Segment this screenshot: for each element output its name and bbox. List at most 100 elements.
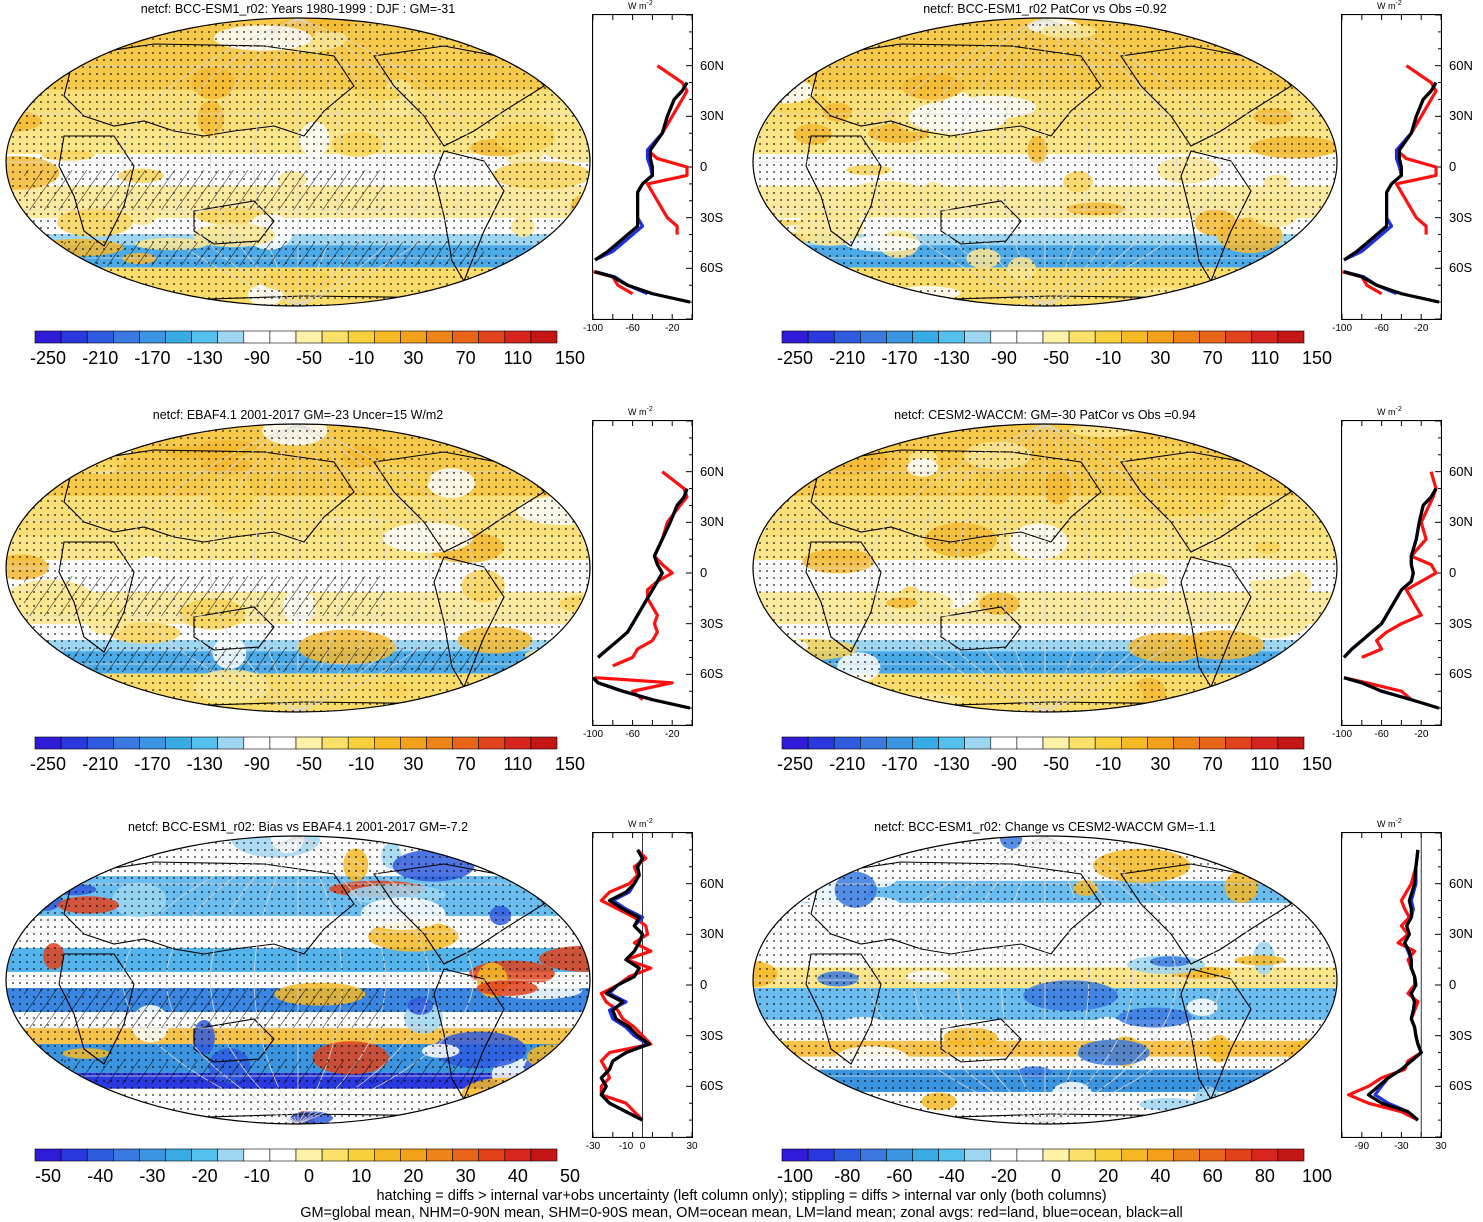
latitude-tick-label: 30N bbox=[1449, 514, 1473, 530]
colorbar-tick-label: 150 bbox=[555, 348, 586, 368]
footer-line-1: hatching = diffs > internal var+obs unce… bbox=[376, 1188, 1107, 1204]
colorbar-swatch bbox=[860, 330, 887, 344]
colorbar-tick-label: -80 bbox=[834, 1166, 861, 1186]
latitude-tick-label: 30N bbox=[700, 108, 724, 124]
zonal-line-all bbox=[1342, 487, 1440, 710]
zonal-unit-exponent: -2 bbox=[646, 0, 653, 7]
colorbar-tick-label: 80 bbox=[1254, 1166, 1275, 1186]
colorbar-swatch bbox=[938, 736, 966, 750]
latitude-tick-label: 60N bbox=[1449, 463, 1473, 479]
colorbar-tick-label: 150 bbox=[1302, 754, 1333, 774]
zonal-frame bbox=[592, 420, 693, 726]
latitude-tick-label: 30N bbox=[700, 926, 724, 942]
latitude-tick-label: 30S bbox=[700, 209, 724, 225]
colorbar-swatch bbox=[1016, 330, 1044, 344]
colorbar-swatch bbox=[1199, 1148, 1227, 1162]
colorbar-tick-label: 70 bbox=[455, 754, 476, 774]
colorbar-tick-label: 0 bbox=[1051, 1166, 1062, 1186]
colorbar-tick-label: 150 bbox=[555, 754, 586, 774]
colorbar-tick-label: 30 bbox=[1150, 348, 1171, 368]
zonal-unit-text: W m bbox=[1377, 1, 1396, 11]
colorbar-tick-label: -130 bbox=[186, 348, 223, 368]
map-title: netcf: BCC-ESM1_r02: Years 1980-1999 : D… bbox=[140, 2, 456, 16]
colorbar-swatch bbox=[1225, 736, 1253, 750]
latitude-tick-label: 60S bbox=[700, 260, 724, 276]
colorbar-swatch bbox=[1068, 736, 1096, 750]
colorbar-swatch bbox=[886, 1148, 913, 1162]
colorbar-tick-label: -170 bbox=[134, 754, 171, 774]
zonal-unit-exponent: -2 bbox=[1395, 406, 1402, 413]
zonal-x-tick-label: -20 bbox=[1413, 729, 1429, 740]
colorbar-tick-label: 30 bbox=[403, 348, 424, 368]
latitude-tick-label: 0 bbox=[700, 977, 708, 992]
colorbar-swatch bbox=[807, 330, 835, 344]
colorbar-swatch bbox=[912, 330, 939, 344]
footer-line-2: GM=global mean, NHM=0-90N mean, SHM=0-90… bbox=[300, 1205, 1183, 1221]
colorbar-tick-label: -210 bbox=[82, 348, 119, 368]
latitude-tick-label: 30S bbox=[700, 615, 724, 631]
colorbar bbox=[34, 330, 558, 344]
zonal-unit-label: W m-2 bbox=[628, 406, 653, 417]
colorbar-tick-label: 110 bbox=[503, 754, 533, 774]
latitude-tick-label: 0 bbox=[1449, 159, 1457, 174]
zonal-unit-text: W m bbox=[628, 819, 647, 829]
map-plot bbox=[5, 423, 591, 713]
latitude-tick-label: 30S bbox=[1449, 615, 1473, 631]
colorbar-tick-label: -40 bbox=[938, 1166, 965, 1186]
map-plot bbox=[752, 835, 1338, 1125]
colorbar-swatch bbox=[912, 1148, 939, 1162]
latitude-tick-label: 30S bbox=[1449, 209, 1473, 225]
colorbar-swatch bbox=[1042, 1148, 1070, 1162]
colorbar-swatch bbox=[1094, 330, 1122, 344]
colorbar-swatch bbox=[1042, 736, 1070, 750]
zonal-x-tick-label: -60 bbox=[1374, 729, 1389, 740]
zonal-x-tick-label: -20 bbox=[664, 729, 680, 740]
colorbar bbox=[34, 1148, 558, 1162]
latitude-tick-label: 60S bbox=[1449, 260, 1473, 276]
zonal-x-tick-label: -60 bbox=[625, 323, 640, 334]
colorbar-swatch bbox=[1094, 1148, 1122, 1162]
colorbar-tick-label: -130 bbox=[933, 348, 970, 368]
colorbar-tick-label: -60 bbox=[886, 1166, 913, 1186]
colorbar-tick-label: -10 bbox=[348, 348, 375, 368]
zonal-x-tick-label: 30 bbox=[1435, 1141, 1447, 1152]
map-title: netcf: EBAF4.1 2001-2017 GM=-23 Uncer=15… bbox=[152, 408, 444, 422]
zonal-x-tick-label: -30 bbox=[585, 1141, 601, 1152]
colorbar-tick-label: -130 bbox=[933, 754, 970, 774]
zonal-line-all bbox=[599, 849, 651, 1122]
latitude-tick-label: 0 bbox=[1449, 977, 1457, 992]
zonal-unit-label: W m-2 bbox=[628, 818, 653, 829]
zonal-line-all bbox=[1366, 849, 1423, 1122]
colorbar bbox=[781, 736, 1305, 750]
map-title: netcf: CESM2-WACCM: GM=-30 PatCor vs Obs… bbox=[894, 408, 1196, 422]
chart-panel: netcf: BCC-ESM1_r02: Years 1980-1999 : D… bbox=[0, 0, 1483, 400]
zonal-unit-exponent: -2 bbox=[1395, 0, 1402, 7]
latitude-tick-label: 60N bbox=[1449, 57, 1473, 73]
colorbar-swatch bbox=[1225, 330, 1253, 344]
zonal-unit-text: W m bbox=[1377, 819, 1396, 829]
colorbar-tick-label: 60 bbox=[1202, 1166, 1223, 1186]
colorbar-tick-label: -20 bbox=[990, 1166, 1017, 1186]
colorbar-tick-label: 30 bbox=[455, 1166, 476, 1186]
latitude-tick-label: 30S bbox=[700, 1027, 724, 1043]
colorbar-swatch bbox=[1042, 330, 1070, 344]
zonal-x-tick-label: -100 bbox=[1331, 323, 1352, 334]
zonal-x-tick-label: -100 bbox=[582, 323, 603, 334]
colorbar-tick-label: -10 bbox=[348, 754, 375, 774]
zonal-x-tick-label: -90 bbox=[1354, 1141, 1370, 1152]
colorbar-swatch bbox=[1173, 1148, 1200, 1162]
colorbar-tick-label: -170 bbox=[881, 348, 918, 368]
colorbar-tick-label: 40 bbox=[1150, 1166, 1171, 1186]
colorbar-swatch bbox=[1277, 330, 1305, 344]
zonal-unit-label: W m-2 bbox=[628, 0, 653, 11]
colorbar-swatch bbox=[1251, 330, 1279, 344]
colorbar-swatch bbox=[1147, 736, 1174, 750]
colorbar-tick-label: -50 bbox=[35, 1166, 62, 1186]
colorbar-tick-label: 70 bbox=[1202, 348, 1223, 368]
colorbar-swatch bbox=[938, 1148, 966, 1162]
colorbar-swatch bbox=[1251, 1148, 1279, 1162]
colorbar-tick-label: -10 bbox=[1095, 754, 1122, 774]
colorbar-tick-label: -250 bbox=[30, 754, 67, 774]
colorbar-tick-label: -90 bbox=[990, 754, 1017, 774]
colorbar-tick-label: -50 bbox=[296, 754, 323, 774]
